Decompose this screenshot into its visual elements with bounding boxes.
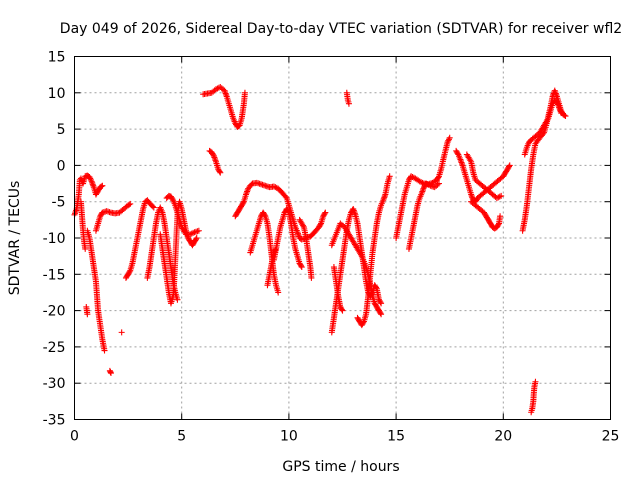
data-point [126,268,133,275]
data-point [498,192,505,199]
data-point [308,274,315,281]
data-point [82,245,89,252]
data-point [425,182,432,189]
data-point [434,181,441,188]
data-point [298,262,305,269]
data-point [496,193,503,200]
data-point [192,236,199,243]
data-point [127,200,134,207]
data-point [150,204,157,211]
data-point [321,210,328,217]
data-point [454,150,461,157]
data-point [339,307,346,314]
data-point [435,180,442,187]
data-point [174,296,181,303]
data-point [562,113,569,120]
data-point [360,319,367,326]
data-point [386,173,393,180]
data-points [71,83,569,416]
x-tick-label: 25 [602,429,620,445]
x-tick-label: 15 [387,429,405,445]
data-point [317,221,324,228]
data-point [506,162,513,169]
data-point [322,209,329,216]
data-point [282,193,289,200]
y-tick-label: -20 [43,304,66,320]
y-tick-label: 15 [48,50,66,66]
y-tick-label: -35 [43,413,66,429]
axis-tick-labels: 0 5 10 15 20 25 15 10 5 0 -5 -10 -15 -20 -25 -30 -35 [43,50,620,445]
y-tick-label: -10 [43,231,66,247]
data-point [261,212,268,219]
data-point [217,169,224,176]
grid-lines [74,56,611,420]
data-point [378,311,385,318]
data-point [338,306,345,313]
data-point [377,310,384,317]
data-point [107,370,114,377]
y-tick-label: 5 [57,122,66,138]
data-point [99,182,106,189]
data-point [84,311,91,318]
data-point [118,329,125,336]
y-tick-label: 10 [48,86,66,102]
y-tick-label: -25 [43,340,66,356]
y-tick-label: -30 [43,376,66,392]
data-point [506,163,513,170]
x-axis-label: GPS time / hours [282,459,399,475]
x-tick-label: 20 [494,429,512,445]
chart-title: Day 049 of 2026, Sidereal Day-to-day VTE… [60,21,622,37]
data-point [497,213,504,220]
data-point [210,151,217,158]
data-point [435,174,442,181]
x-tick-label: 10 [280,429,298,445]
y-tick-label: -5 [52,195,66,211]
x-tick-label: 0 [70,429,79,445]
data-point [532,378,539,385]
data-point [298,264,305,271]
data-point [149,203,156,210]
x-tick-label: 5 [177,429,186,445]
plot-frame [74,56,611,420]
data-point [241,89,248,96]
data-point [195,227,202,234]
data-point [190,229,197,236]
data-point [285,208,292,215]
data-point [377,299,384,306]
data-point [275,289,282,296]
data-point [345,100,352,107]
data-point [446,134,453,141]
data-point [216,168,223,175]
data-point [98,183,105,190]
y-tick-label: 0 [57,158,66,174]
data-point [558,110,565,117]
data-point [561,112,568,119]
data-point [240,199,247,206]
data-point [378,300,385,307]
y-axis-label: SDTVAR / TECUs [7,181,23,296]
data-point [169,196,176,203]
data-point [101,347,108,354]
data-point [193,235,200,241]
y-tick-label: -15 [43,267,66,283]
data-point [373,284,380,291]
data-point [273,245,280,252]
data-point [126,201,133,208]
data-point [272,247,279,254]
data-point [495,221,502,228]
